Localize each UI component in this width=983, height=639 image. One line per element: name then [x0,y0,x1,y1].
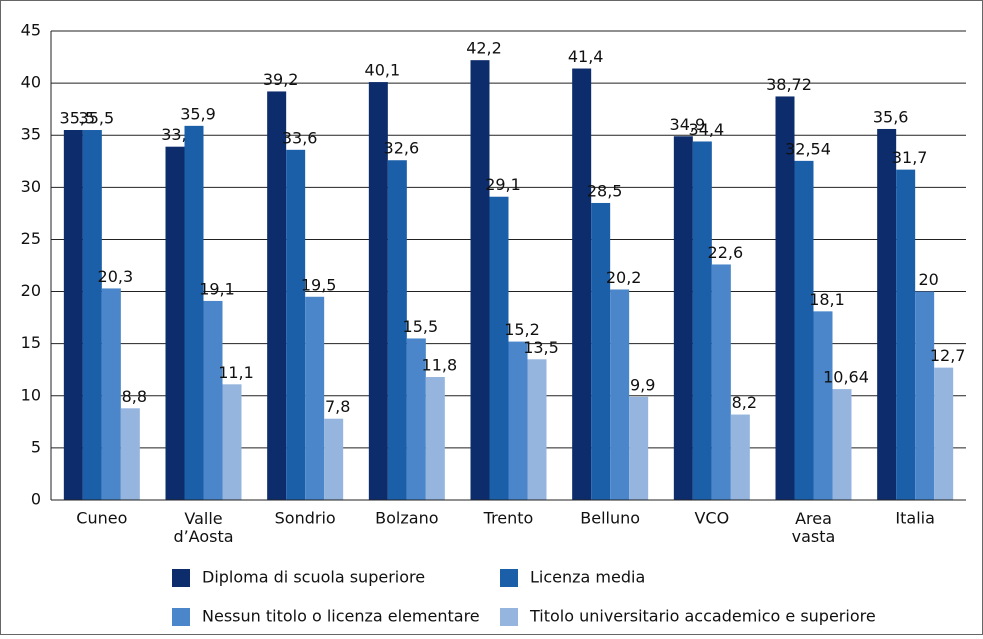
x-tick-label: Valle d’Aosta [173,509,233,546]
x-tick-label: Sondrio [275,509,336,528]
value-label: 18,1 [809,290,845,309]
bar [222,384,242,500]
bar [527,359,547,500]
value-label: 9,9 [630,375,655,394]
legend-swatch [172,569,190,587]
value-label: 29,1 [485,175,521,194]
bar [711,264,731,500]
bar [324,418,344,500]
bar [813,311,833,500]
value-label: 32,54 [785,139,831,158]
x-tick-label: Area vasta [792,509,836,546]
x-tick-label: Italia [895,509,935,528]
bar [387,160,407,501]
x-tick-label: VCO [694,509,729,528]
bar [305,296,325,500]
value-label: 40,1 [365,61,401,80]
value-label: 35,6 [873,107,909,126]
value-label: 31,7 [892,148,928,167]
value-label: 38,72 [766,75,812,94]
bar [120,408,140,500]
bar [267,91,287,501]
bar [877,128,897,501]
bar [673,136,693,500]
bar [368,82,388,501]
value-label: 32,6 [384,139,420,158]
legend-label: Diploma di scuola superiore [202,568,425,587]
value-label: 12,7 [930,346,966,365]
y-tick-label: 35 [21,125,41,144]
x-tick-label: Cuneo [76,509,127,528]
value-label: 20,2 [606,268,642,287]
value-label: 33,6 [282,128,318,147]
bar [286,149,306,500]
y-tick-label: 0 [31,490,41,509]
value-label: 34,9 [670,115,706,134]
bar [629,396,649,500]
bar [101,288,121,500]
bar [692,141,712,500]
y-tick-label: 25 [21,229,41,248]
bar [165,146,185,501]
legend-swatch [172,608,190,626]
bar [896,169,916,501]
bar [63,130,83,500]
value-label: 8,2 [732,393,757,412]
value-label: 35,5 [79,109,115,128]
value-label: 19,1 [199,279,235,298]
value-label: 39,2 [263,70,299,89]
value-label: 15,2 [504,320,540,339]
y-tick-label: 5 [31,437,41,456]
bar [508,341,528,500]
legend-label: Titolo universitario accademico e superi… [529,607,876,626]
value-label: 13,5 [523,338,559,357]
legend-label: Nessun titolo o licenza elementare [202,607,480,626]
value-label: 10,64 [823,368,869,387]
bar [203,300,223,500]
value-label: 22,6 [708,243,744,262]
bar [425,377,445,500]
value-label: 35,5 [60,109,96,128]
x-tick-label: Belluno [580,509,640,528]
y-tick-label: 15 [21,333,41,352]
y-tick-label: 10 [21,385,41,404]
y-tick-label: 40 [21,73,41,92]
bar [489,196,509,501]
bar [82,130,102,500]
x-tick-label: Bolzano [375,509,438,528]
value-label: 35,9 [180,104,216,123]
bar [915,291,935,500]
value-label: 7,8 [325,397,350,416]
y-tick-label: 30 [21,177,41,196]
bar [610,289,630,500]
bar [730,414,750,500]
value-label: 8,8 [122,387,147,406]
legend-swatch [500,569,518,587]
legend-label: Licenza media [530,568,645,587]
value-label: 19,5 [301,275,337,294]
x-tick-label: Trento [483,509,534,528]
bar [775,96,795,501]
bar [591,202,611,500]
bar [832,389,852,500]
legend-swatch [500,608,518,626]
value-label: 20,3 [98,267,134,286]
value-label: 41,4 [568,47,604,66]
value-label: 11,8 [422,356,458,375]
y-tick-label: 45 [21,21,41,40]
bar [934,367,954,500]
value-label: 34,4 [689,120,725,139]
y-tick-label: 20 [21,281,41,300]
value-label: 28,5 [587,181,623,200]
value-label: 11,1 [218,363,254,382]
value-label: 20 [918,270,938,289]
bar [184,125,204,500]
bar [794,160,814,500]
bar [406,338,426,500]
bar [572,68,592,501]
bar [470,60,490,500]
value-label: 42,2 [466,39,502,58]
value-label: 15,5 [403,317,439,336]
